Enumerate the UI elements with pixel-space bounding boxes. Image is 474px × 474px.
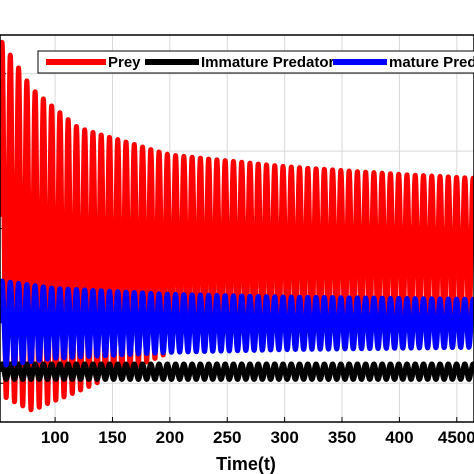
x-ticks: 100 150 200 250 300 350 400 4500 xyxy=(41,417,474,447)
x-tick-label: 400 xyxy=(385,428,413,447)
x-tick-label: 300 xyxy=(270,428,298,447)
x-tick-label: 100 xyxy=(41,428,69,447)
x-tick-label: 350 xyxy=(328,428,356,447)
legend: Prey Immature Predator mature Predator xyxy=(37,50,474,74)
x-tick-label: 4500 xyxy=(438,428,474,447)
plot-frame xyxy=(0,34,474,423)
legend-box xyxy=(37,50,474,74)
series-line-immature-predator xyxy=(0,361,474,382)
x-tick-label: 150 xyxy=(98,428,126,447)
series-line-mature-predator xyxy=(0,278,474,368)
series-layer xyxy=(0,39,474,413)
legend-label-prey: Prey xyxy=(108,54,141,71)
x-axis-title: Time(t) xyxy=(216,454,276,474)
x-tick-label: 200 xyxy=(156,428,184,447)
legend-label-mature-predator: mature Predator xyxy=(389,54,474,71)
legend-label-immature-predator: Immature Predator xyxy=(201,54,335,71)
x-tick-label: 250 xyxy=(213,428,241,447)
